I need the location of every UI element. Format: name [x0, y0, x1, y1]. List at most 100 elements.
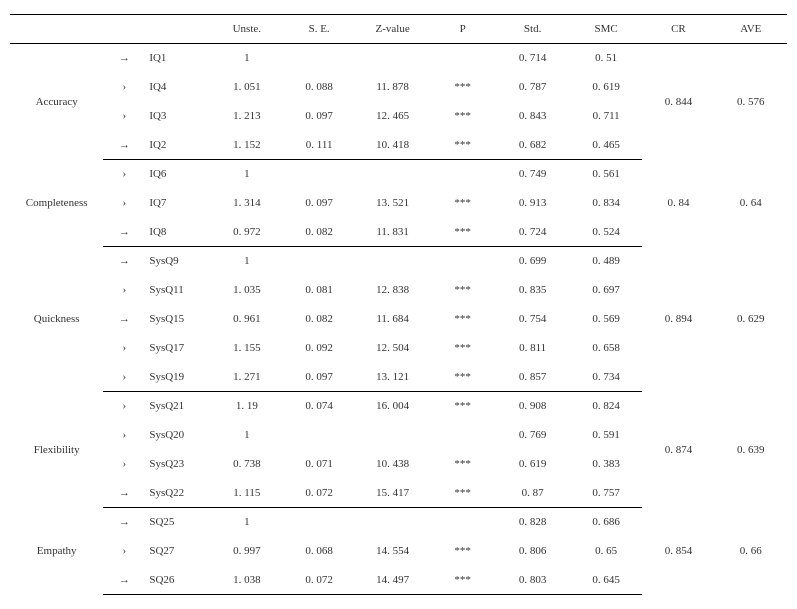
p-cell: ***	[430, 218, 495, 247]
arrow-cell: →	[103, 479, 145, 508]
se-cell: 0. 097	[283, 102, 355, 131]
se-cell: 0. 097	[283, 363, 355, 392]
p-cell: ***	[430, 73, 495, 102]
smc-cell: 0. 834	[570, 189, 642, 218]
p-cell: ***	[430, 479, 495, 508]
arrow-cell: →	[103, 508, 145, 537]
smc-cell: 0. 591	[570, 421, 642, 450]
p-cell	[430, 421, 495, 450]
arrow-cell: →	[103, 131, 145, 160]
std-cell: 0. 811	[495, 334, 570, 363]
arrow-cell: ›	[103, 189, 145, 218]
zvalue-cell	[355, 247, 430, 276]
p-cell: ***	[430, 566, 495, 595]
arrow-cell: →	[103, 566, 145, 595]
ave-cell: 0. 64	[715, 160, 787, 247]
arrow-cell: ›	[103, 450, 145, 479]
smc-cell: 0. 383	[570, 450, 642, 479]
construct-label: Empathy	[10, 545, 103, 557]
h-ave: AVE	[715, 15, 787, 44]
unste-cell: 1	[211, 44, 283, 73]
std-cell: 0. 908	[495, 392, 570, 421]
std-cell: 0. 699	[495, 247, 570, 276]
se-cell	[283, 247, 355, 276]
construct-label: Flexibility	[10, 444, 103, 456]
cr-cell: 0. 844	[642, 44, 714, 160]
std-cell: 0. 769	[495, 421, 570, 450]
zvalue-cell: 10. 418	[355, 131, 430, 160]
std-cell: 0. 835	[495, 276, 570, 305]
se-cell: 0. 074	[283, 392, 355, 421]
ave-value: 0. 66	[740, 545, 762, 557]
item-cell: SQ27	[145, 537, 210, 566]
item-cell: SysQ17	[145, 334, 210, 363]
unste-cell: 0. 961	[211, 305, 283, 334]
unste-cell: 1. 152	[211, 131, 283, 160]
zvalue-cell	[355, 44, 430, 73]
h-zvalue: Z-value	[355, 15, 430, 44]
std-cell: 0. 754	[495, 305, 570, 334]
smc-cell: 0. 697	[570, 276, 642, 305]
p-cell: ***	[430, 450, 495, 479]
table-row: Empathy→SQ2510. 8280. 6860. 8540. 66	[10, 508, 787, 537]
std-cell: 0. 803	[495, 566, 570, 595]
p-cell: ***	[430, 276, 495, 305]
item-cell: IQ1	[145, 44, 210, 73]
smc-cell: 0. 645	[570, 566, 642, 595]
item-cell: SQ26	[145, 566, 210, 595]
construct-cell: Accuracy	[10, 44, 103, 160]
std-cell: 0. 749	[495, 160, 570, 189]
p-cell	[430, 247, 495, 276]
cr-value: 0. 844	[665, 96, 693, 108]
cr-cell: 0. 894	[642, 247, 714, 392]
se-cell: 0. 068	[283, 537, 355, 566]
se-cell: 0. 072	[283, 479, 355, 508]
zvalue-cell: 12. 465	[355, 102, 430, 131]
se-cell: 0. 082	[283, 305, 355, 334]
h-arrow	[103, 15, 145, 44]
unste-cell: 1. 155	[211, 334, 283, 363]
item-cell: SysQ20	[145, 421, 210, 450]
std-cell: 0. 913	[495, 189, 570, 218]
std-cell: 0. 87	[495, 479, 570, 508]
h-unste: Unste.	[211, 15, 283, 44]
cr-cell: 0. 874	[642, 392, 714, 508]
table-row: Quickness→SysQ910. 6990. 4890. 8940. 629	[10, 247, 787, 276]
std-cell: 0. 843	[495, 102, 570, 131]
cr-cell: 0. 84	[642, 160, 714, 247]
ave-cell: 0. 576	[715, 44, 787, 160]
ave-cell: 0. 639	[715, 392, 787, 508]
cfa-table: Unste. S. E. Z-value P Std. SMC CR AVE A…	[10, 14, 787, 595]
ave-cell: 0. 629	[715, 247, 787, 392]
item-cell: SysQ11	[145, 276, 210, 305]
h-cr: CR	[642, 15, 714, 44]
table-row: Flexibility›SysQ211. 190. 07416. 004***0…	[10, 392, 787, 421]
construct-cell: Empathy	[10, 508, 103, 595]
se-cell: 0. 111	[283, 131, 355, 160]
item-cell: IQ3	[145, 102, 210, 131]
p-cell: ***	[430, 537, 495, 566]
p-cell: ***	[430, 102, 495, 131]
unste-cell: 1. 051	[211, 73, 283, 102]
header-row: Unste. S. E. Z-value P Std. SMC CR AVE	[10, 15, 787, 44]
item-cell: IQ4	[145, 73, 210, 102]
item-cell: IQ7	[145, 189, 210, 218]
zvalue-cell: 16. 004	[355, 392, 430, 421]
unste-cell: 0. 997	[211, 537, 283, 566]
zvalue-cell	[355, 160, 430, 189]
se-cell: 0. 081	[283, 276, 355, 305]
cr-value: 0. 84	[667, 197, 689, 209]
h-std: Std.	[495, 15, 570, 44]
se-cell: 0. 082	[283, 218, 355, 247]
h-smc: SMC	[570, 15, 642, 44]
arrow-cell: →	[103, 44, 145, 73]
h-se: S. E.	[283, 15, 355, 44]
zvalue-cell: 14. 497	[355, 566, 430, 595]
se-cell	[283, 508, 355, 537]
se-cell: 0. 097	[283, 189, 355, 218]
arrow-cell: ›	[103, 363, 145, 392]
arrow-cell: ›	[103, 421, 145, 450]
smc-cell: 0. 619	[570, 73, 642, 102]
p-cell: ***	[430, 363, 495, 392]
zvalue-cell: 13. 121	[355, 363, 430, 392]
